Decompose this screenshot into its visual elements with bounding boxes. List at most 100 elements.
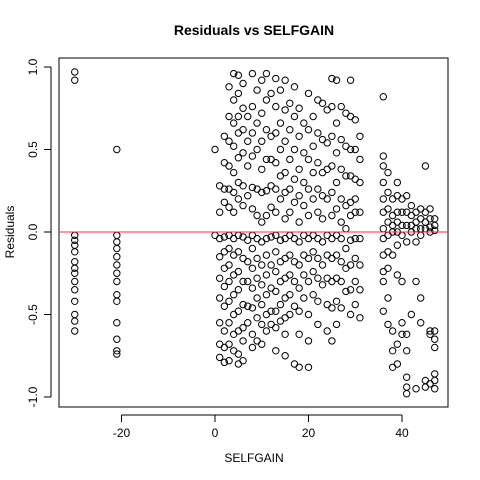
data-point xyxy=(286,126,294,134)
data-point xyxy=(379,93,387,101)
data-point xyxy=(71,277,79,286)
data-point xyxy=(398,221,406,230)
data-point xyxy=(328,102,336,111)
data-point xyxy=(328,304,336,312)
data-point xyxy=(328,211,336,220)
data-point xyxy=(220,185,229,193)
data-point xyxy=(379,277,387,286)
data-point xyxy=(276,195,285,203)
data-point xyxy=(300,294,308,302)
data-point xyxy=(113,244,121,253)
data-point xyxy=(337,234,345,243)
data-point xyxy=(281,330,289,338)
data-point xyxy=(300,271,308,279)
data-point xyxy=(234,89,243,98)
data-point xyxy=(304,337,313,345)
data-point xyxy=(220,233,229,241)
data-point xyxy=(113,297,121,305)
data-point xyxy=(328,337,336,345)
data-point xyxy=(248,343,257,352)
data-point xyxy=(431,221,439,230)
data-point xyxy=(281,106,289,114)
data-point xyxy=(253,145,261,154)
data-point xyxy=(332,297,341,305)
data-point xyxy=(230,291,238,299)
data-point xyxy=(71,297,79,305)
data-point xyxy=(295,261,303,269)
data-point xyxy=(323,195,331,203)
data-point xyxy=(337,218,345,226)
data-point xyxy=(234,112,243,121)
data-point xyxy=(248,284,257,292)
data-point xyxy=(379,307,387,315)
data-point xyxy=(272,185,280,193)
data-point xyxy=(234,195,243,203)
data-point xyxy=(248,264,257,272)
data-point xyxy=(393,271,402,279)
data-point xyxy=(356,286,364,294)
data-point xyxy=(272,287,280,296)
data-point xyxy=(262,126,271,134)
data-point xyxy=(314,297,322,305)
data-point xyxy=(337,135,345,144)
data-point xyxy=(295,165,303,174)
data-point xyxy=(113,269,121,277)
data-point xyxy=(248,330,257,338)
data-point xyxy=(262,251,271,259)
data-point xyxy=(309,142,317,150)
data-point xyxy=(239,182,247,190)
data-point xyxy=(314,254,322,263)
data-point xyxy=(304,155,313,164)
data-point xyxy=(234,154,243,162)
data-point xyxy=(304,185,313,193)
data-point xyxy=(398,319,406,327)
data-point xyxy=(431,376,439,385)
data-point xyxy=(356,178,364,187)
data-point xyxy=(300,178,308,187)
data-point xyxy=(281,352,289,360)
data-point xyxy=(332,178,341,187)
data-point xyxy=(332,119,341,127)
data-point xyxy=(393,178,402,187)
data-point xyxy=(244,112,252,121)
data-point xyxy=(253,211,261,220)
data-point xyxy=(402,390,411,398)
data-point xyxy=(431,343,439,352)
data-point xyxy=(225,83,233,91)
data-point xyxy=(262,155,271,164)
data-point xyxy=(332,76,341,84)
data-point xyxy=(304,211,313,220)
data-point xyxy=(215,208,224,216)
data-point xyxy=(225,244,233,253)
data-point xyxy=(300,149,308,157)
y-tick-label: 0.5 xyxy=(26,141,40,158)
data-point xyxy=(304,89,313,98)
data-point xyxy=(244,319,252,327)
data-point xyxy=(342,172,350,180)
data-point xyxy=(290,175,299,183)
data-point xyxy=(239,357,247,365)
data-point xyxy=(346,310,355,319)
data-point xyxy=(248,102,257,111)
data-point xyxy=(346,145,355,154)
data-point xyxy=(402,238,411,246)
y-tick-label: -0.5 xyxy=(26,304,40,325)
data-point xyxy=(426,205,434,213)
data-point xyxy=(258,320,266,329)
data-point xyxy=(220,132,229,141)
data-point xyxy=(332,251,341,259)
data-point xyxy=(351,234,359,243)
data-point xyxy=(304,363,313,371)
data-point xyxy=(398,330,406,338)
data-point xyxy=(304,254,313,263)
data-point xyxy=(332,320,341,329)
data-point xyxy=(426,327,434,335)
data-point xyxy=(431,226,439,235)
data-point xyxy=(286,208,294,216)
data-point xyxy=(290,145,299,154)
data-point xyxy=(286,99,294,108)
data-point xyxy=(230,188,238,197)
data-point xyxy=(258,300,266,309)
y-axis: -1.0 -0.5 0.0 0.5 1.0 xyxy=(26,58,52,407)
